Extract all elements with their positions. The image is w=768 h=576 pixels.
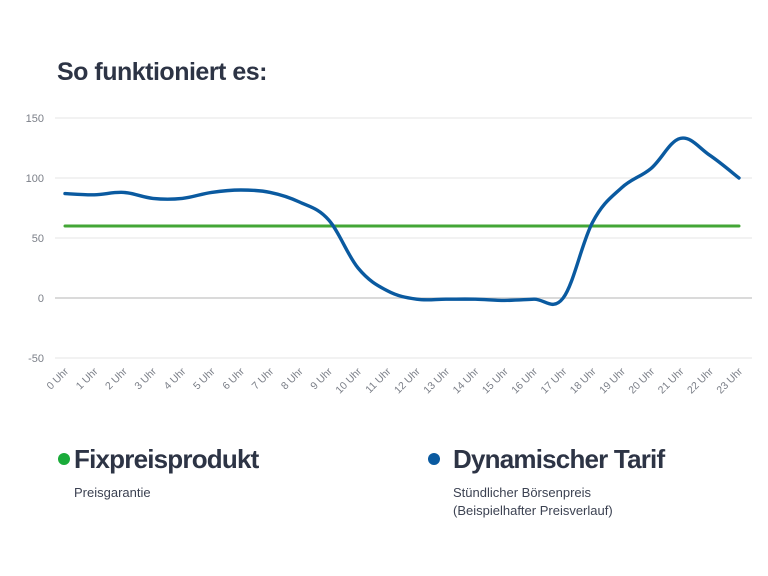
- x-tick-label: 2 Uhr: [103, 365, 130, 392]
- x-tick-label: 10 Uhr: [333, 365, 364, 396]
- y-tick-label: 0: [38, 293, 44, 305]
- legend-description: Stündlicher Börsenpreis: [453, 485, 592, 500]
- x-tick-label: 0 Uhr: [44, 365, 71, 392]
- y-tick-label: -50: [28, 353, 44, 365]
- blue-dot-icon: [428, 453, 440, 465]
- x-tick-label: 21 Uhr: [656, 365, 687, 396]
- x-tick-label: 18 Uhr: [568, 365, 599, 396]
- x-tick-label: 7 Uhr: [250, 365, 277, 392]
- series-line-dynamisch: [63, 136, 741, 307]
- line-chart: 150 100 50 0 -500 Uhr 1 Uhr 2 Uhr 3 Uhr 4 Uhr 5 U…: [26, 113, 752, 396]
- x-tick-label: 8 Uhr: [279, 365, 306, 392]
- legend-description: Preisgarantie: [74, 485, 151, 500]
- x-tick-label: 5 Uhr: [191, 365, 218, 392]
- y-tick-label: 100: [26, 173, 44, 185]
- x-tick-label: 17 Uhr: [539, 365, 570, 396]
- x-tick-label: 6 Uhr: [220, 365, 247, 392]
- x-tick-label: 20 Uhr: [626, 365, 657, 396]
- x-tick-label: 22 Uhr: [685, 365, 716, 396]
- x-tick-label: 19 Uhr: [597, 365, 628, 396]
- x-tick-label: 9 Uhr: [308, 365, 335, 392]
- x-tick-label: 12 Uhr: [392, 365, 423, 396]
- page-title: So funktioniert es:: [57, 58, 267, 86]
- x-tick-label: 4 Uhr: [162, 365, 189, 392]
- legend-name: Dynamischer Tarif: [453, 444, 665, 474]
- x-tick-label: 3 Uhr: [132, 365, 159, 392]
- legend-name: Fixpreisprodukt: [74, 444, 259, 474]
- x-tick-label: 16 Uhr: [509, 365, 540, 396]
- x-tick-label: 1 Uhr: [74, 365, 101, 392]
- x-tick-label: 15 Uhr: [480, 365, 511, 396]
- x-tick-label: 14 Uhr: [451, 365, 482, 396]
- y-tick-label: 50: [32, 233, 44, 245]
- green-dot-icon: [58, 453, 70, 465]
- x-tick-label: 13 Uhr: [421, 365, 452, 396]
- y-tick-label: 150: [26, 113, 44, 125]
- legend-description-note: (Beispielhafter Preisverlauf): [453, 503, 613, 518]
- x-tick-label: 23 Uhr: [714, 365, 745, 396]
- x-tick-label: 11 Uhr: [363, 365, 394, 396]
